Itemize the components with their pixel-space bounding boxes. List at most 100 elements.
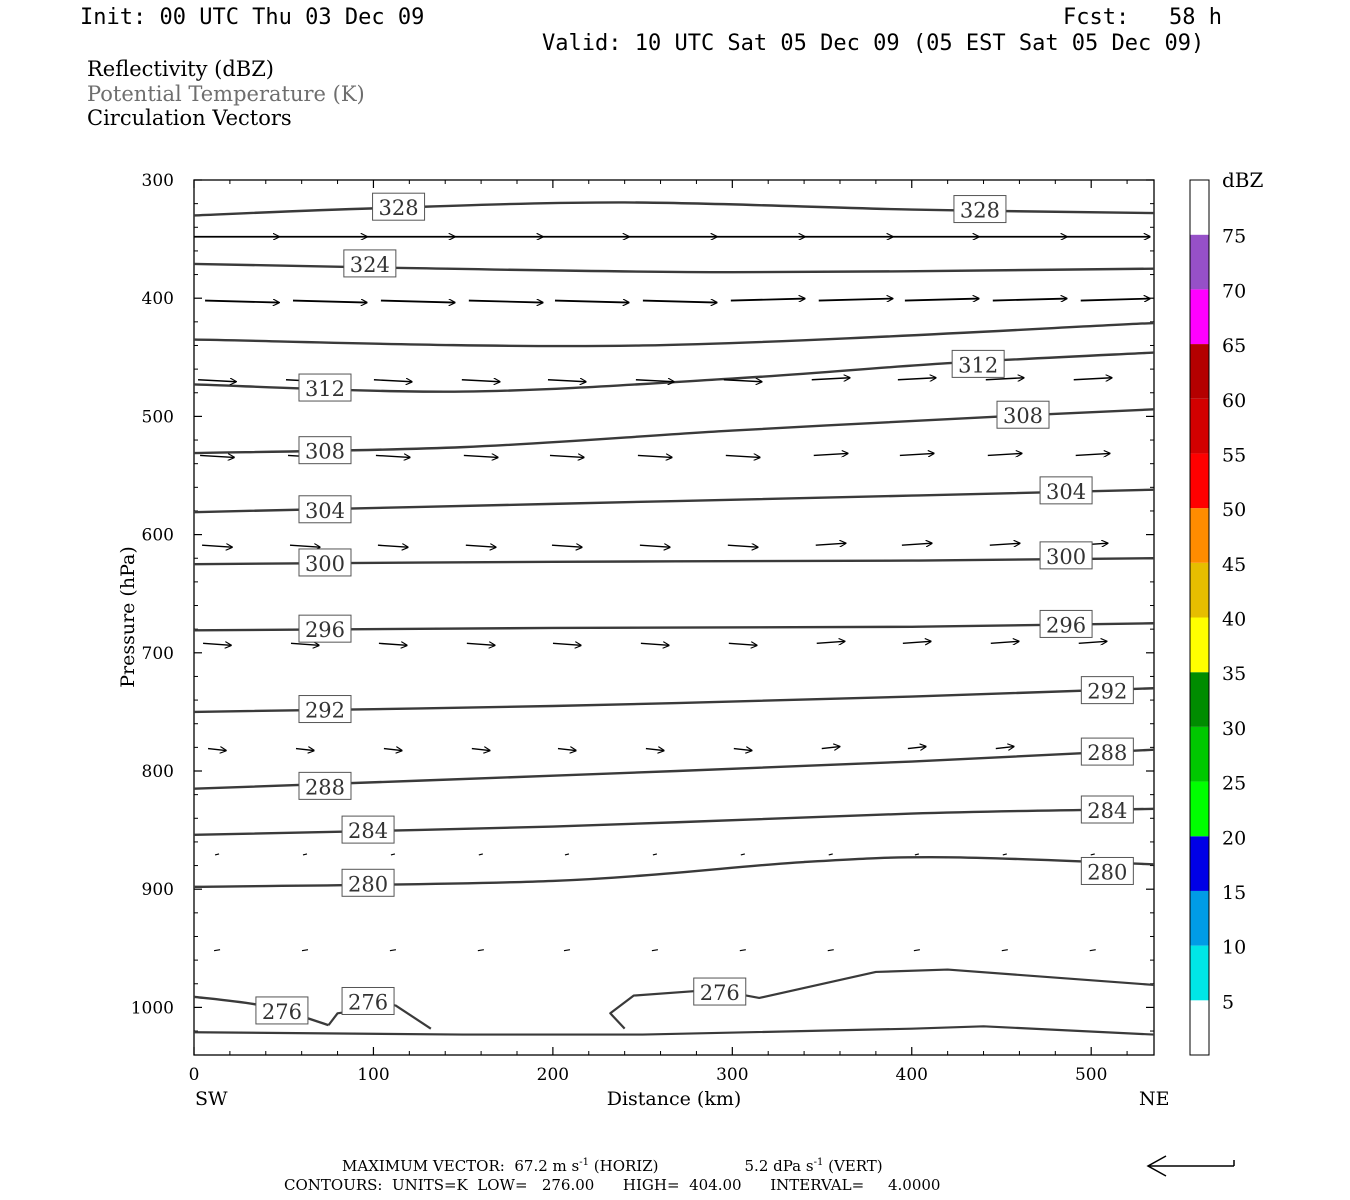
x-tick-label: 200 bbox=[537, 1065, 569, 1085]
colorbar-tick-label: 50 bbox=[1222, 499, 1246, 521]
colorbar-title: dBZ bbox=[1222, 168, 1264, 192]
contour-label-box bbox=[298, 614, 352, 643]
circulation-vector bbox=[740, 853, 745, 856]
horiz-unit-exponent: -1 bbox=[579, 1157, 589, 1168]
valid-time: Valid: 10 UTC Sat 05 Dec 09 (05 EST Sat … bbox=[542, 31, 1205, 56]
contour-label-box bbox=[341, 815, 395, 844]
circulation-vector bbox=[478, 853, 483, 856]
circulation-vector bbox=[390, 853, 396, 856]
colorbar-tick-label: 75 bbox=[1222, 226, 1246, 248]
circulation-vector bbox=[828, 853, 833, 856]
contour-line-284 bbox=[193, 807, 1155, 837]
circulation-vector bbox=[290, 643, 319, 645]
circulation-vector bbox=[635, 380, 674, 382]
field-reflectivity: Reflectivity (dBZ) bbox=[87, 57, 275, 81]
circulation-vector bbox=[202, 545, 232, 547]
colorbar-tick-label: 65 bbox=[1222, 335, 1246, 357]
y-axis-label: Pressure (hPa) bbox=[117, 546, 139, 688]
colorbar-swatch bbox=[1190, 398, 1209, 454]
circulation-vector bbox=[477, 949, 484, 952]
circulation-vector bbox=[375, 455, 410, 457]
circulation-vector bbox=[645, 749, 664, 751]
colorbar-tick-label: 30 bbox=[1222, 718, 1246, 740]
contour-label: 288 bbox=[1087, 741, 1127, 765]
circulation-vector bbox=[461, 380, 500, 382]
circulation-vector bbox=[378, 643, 407, 645]
circulation-vector bbox=[987, 453, 1022, 455]
circulation-vector bbox=[899, 453, 934, 455]
circulation-vector bbox=[637, 455, 672, 457]
contour-label: 276 bbox=[700, 981, 740, 1005]
circulation-vector bbox=[728, 643, 757, 645]
circulation-vector bbox=[730, 299, 805, 301]
contour-label-box bbox=[951, 349, 1005, 378]
contour-label-box bbox=[1080, 737, 1134, 766]
circulation-vector bbox=[723, 380, 762, 382]
vert-unit-exponent: -1 bbox=[813, 1157, 824, 1168]
circulation-vector bbox=[380, 301, 455, 303]
contour-label-box bbox=[343, 249, 397, 278]
dbz-colorbar: 5 10 15 20 25 30 35 40 45 50 55 60 65 70 75 bbox=[1189, 179, 1246, 1056]
contour-label-box bbox=[341, 986, 395, 1015]
contour-label: 280 bbox=[348, 872, 388, 896]
circulation-vector bbox=[1001, 949, 1008, 952]
circulation-vector bbox=[739, 949, 746, 952]
circulation-vector bbox=[564, 853, 570, 856]
contour-label-box bbox=[255, 996, 309, 1025]
circulation-vector bbox=[466, 643, 495, 645]
forecast-hour: Fcst: 58 h bbox=[1063, 5, 1222, 30]
contour-label-box bbox=[341, 868, 395, 897]
circulation-vector bbox=[901, 543, 932, 545]
circulation-vector bbox=[989, 543, 1020, 545]
max-vector-vert: 5.2 dPa s bbox=[744, 1157, 814, 1175]
colorbar-tick-label: 55 bbox=[1222, 444, 1246, 466]
contour-label: 296 bbox=[1046, 613, 1086, 637]
contour-label: 292 bbox=[1087, 680, 1127, 704]
contour-label-box bbox=[298, 771, 352, 800]
circulation-vector bbox=[563, 949, 571, 952]
colorbar-swatch bbox=[1190, 781, 1209, 837]
x-tick-label: 0 bbox=[189, 1065, 200, 1085]
contour-label: 300 bbox=[1046, 545, 1086, 569]
contour-label: 276 bbox=[262, 1000, 302, 1024]
circulation-vector bbox=[913, 949, 920, 952]
circulation-vector bbox=[639, 545, 670, 547]
circulation-vector bbox=[1090, 853, 1095, 856]
colorbar-swatch bbox=[1190, 672, 1209, 727]
x-tick-label: 300 bbox=[716, 1065, 748, 1085]
circulation-vector bbox=[727, 545, 758, 547]
circulation-vector bbox=[733, 749, 752, 751]
colorbar-swatch bbox=[1190, 562, 1209, 618]
circulation-vector bbox=[552, 643, 581, 645]
circulation-vector bbox=[295, 749, 314, 751]
x-tick-label: 400 bbox=[896, 1065, 928, 1085]
contour-label: 328 bbox=[960, 199, 1000, 223]
y-tick-label: 400 bbox=[142, 289, 174, 309]
contour-label-box bbox=[1039, 541, 1093, 570]
contour-label: 304 bbox=[1046, 480, 1086, 504]
circulation-vector bbox=[818, 299, 893, 301]
circulation-vector bbox=[557, 749, 576, 751]
circulation-vector bbox=[468, 301, 543, 303]
contour-label-box bbox=[298, 436, 352, 465]
colorbar-swatch bbox=[1190, 617, 1209, 673]
contour-label-box bbox=[1039, 609, 1093, 638]
contour-label-box bbox=[953, 195, 1007, 224]
circulation-vector bbox=[652, 853, 658, 856]
colorbar-swatch bbox=[1190, 289, 1209, 345]
y-tick-label: 500 bbox=[142, 407, 174, 427]
circulation-vector bbox=[995, 747, 1014, 749]
circulation-vector bbox=[205, 301, 279, 303]
circulation-vector bbox=[985, 378, 1024, 380]
colorbar-swatch bbox=[1190, 234, 1209, 290]
circulation-vector bbox=[1089, 949, 1096, 952]
contour-label: 328 bbox=[379, 196, 419, 220]
contour-label: 284 bbox=[1087, 799, 1127, 823]
x-tick-label: 100 bbox=[357, 1065, 389, 1085]
circulation-vector bbox=[990, 641, 1019, 643]
x-axis-label: Distance (km) bbox=[607, 1088, 742, 1110]
x-right-label: NE bbox=[1139, 1088, 1170, 1110]
circulation-vector bbox=[1073, 378, 1112, 380]
contour-label: 284 bbox=[348, 819, 388, 843]
